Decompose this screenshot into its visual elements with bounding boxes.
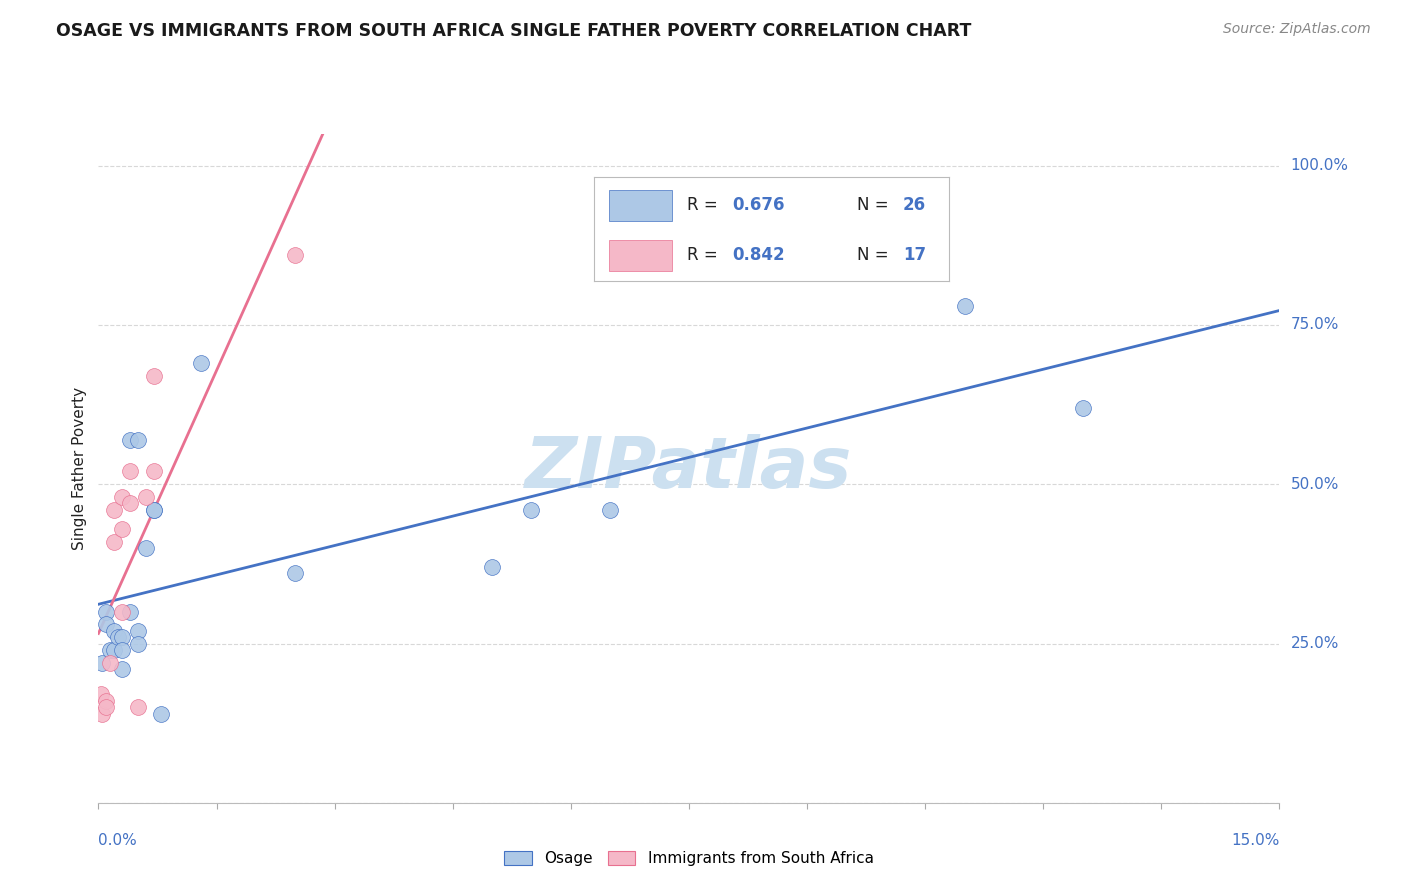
Point [481,560,503,574]
Text: N =: N = [856,196,894,214]
FancyBboxPatch shape [609,240,672,270]
Text: 75.0%: 75.0% [1291,318,1339,333]
Point [111,630,134,644]
Text: 26: 26 [903,196,925,214]
Legend: Osage, Immigrants from South Africa: Osage, Immigrants from South Africa [498,845,880,872]
Point [284,248,307,262]
Point [107,630,129,644]
Point [103,624,125,638]
Point [90,688,112,702]
Point [135,541,157,555]
Point [142,502,165,516]
Point [96,617,118,632]
Point [118,433,141,447]
Text: 0.0%: 0.0% [98,833,138,848]
Point [142,502,165,516]
Point [91,706,114,721]
Point [118,605,141,619]
Y-axis label: Single Father Poverty: Single Father Poverty [72,387,87,549]
Text: 25.0%: 25.0% [1291,636,1339,651]
Text: 0.842: 0.842 [733,246,786,264]
Point [190,356,212,370]
Point [103,643,125,657]
Point [111,490,134,504]
Point [96,605,118,619]
Point [127,636,149,650]
Point [98,643,121,657]
Text: N =: N = [856,246,894,264]
Point [135,490,157,504]
Point [127,624,149,638]
Text: 100.0%: 100.0% [1291,158,1348,173]
Point [98,656,121,670]
Point [599,502,621,516]
Text: R =: R = [686,246,723,264]
Point [111,662,134,676]
Point [111,643,134,657]
Text: 50.0%: 50.0% [1291,476,1339,491]
Point [91,656,114,670]
Point [118,496,141,510]
Text: 15.0%: 15.0% [1232,833,1279,848]
Point [953,299,976,313]
Point [150,706,173,721]
Point [96,694,118,708]
Text: R =: R = [686,196,723,214]
Point [284,566,307,581]
Point [103,502,125,516]
Text: ZIPatlas: ZIPatlas [526,434,852,503]
Point [96,700,118,714]
Text: 17: 17 [903,246,925,264]
Text: Source: ZipAtlas.com: Source: ZipAtlas.com [1223,22,1371,37]
Point [127,700,149,714]
Point [111,522,134,536]
FancyBboxPatch shape [609,190,672,221]
Point [111,605,134,619]
Point [103,534,125,549]
Point [520,502,543,516]
Point [127,433,149,447]
Text: OSAGE VS IMMIGRANTS FROM SOUTH AFRICA SINGLE FATHER POVERTY CORRELATION CHART: OSAGE VS IMMIGRANTS FROM SOUTH AFRICA SI… [56,22,972,40]
Point [1071,401,1094,415]
Text: 0.676: 0.676 [733,196,785,214]
Point [118,465,141,479]
Point [142,465,165,479]
Point [142,368,165,383]
